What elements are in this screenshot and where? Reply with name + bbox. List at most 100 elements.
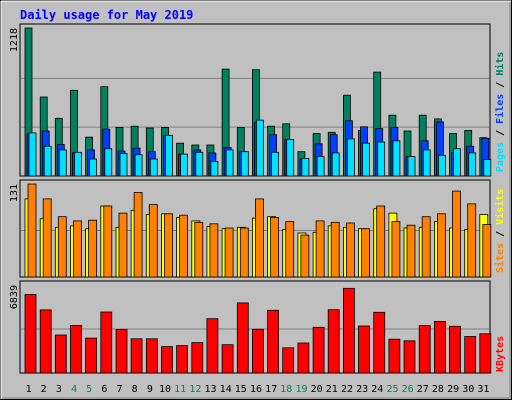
day-label-26: 26 [402,384,414,395]
sites-bar-day-6 [103,205,113,278]
pages-bar-day-21 [331,152,340,177]
kbytes-bar-day-21 [327,309,340,374]
sites-bar-day-7 [118,212,128,278]
sites-bar-day-18 [285,221,295,278]
sites-bar-day-2 [42,198,52,278]
day-label-30: 30 [462,384,474,395]
kbytes-bar-day-4 [70,324,82,374]
kbytes-bar-day-7 [115,329,128,374]
day-label-16: 16 [250,384,262,395]
day-label-13: 13 [204,384,216,395]
sites-bar-day-24 [376,205,386,278]
visits-legend: Sites / Visits [494,189,506,273]
pages-bar-day-14 [225,149,234,177]
day-label-29: 29 [447,384,459,395]
chart-title: Daily usage for May 2019 [20,8,193,22]
pages-bar-day-22 [346,138,355,177]
day-label-23: 23 [356,384,368,395]
day-label-18: 18 [280,384,292,395]
day-label-8: 8 [132,384,138,395]
kbytes-bar-day-2 [39,309,52,374]
pages-bar-day-17 [271,151,280,177]
day-label-31: 31 [477,384,489,395]
kbytes-bar-day-1 [24,294,37,374]
kbytes-bar-day-11 [176,345,189,374]
day-label-7: 7 [116,384,122,395]
kbytes-panel: 6839 KBytes [9,280,506,374]
sites-bar-day-8 [133,192,143,278]
day-label-15: 15 [235,384,247,395]
day-label-14: 14 [220,384,232,395]
day-label-6: 6 [101,384,107,395]
day-label-25: 25 [386,384,398,395]
legend-hits: Hits [494,52,506,76]
svg-text:Pages / Files / Hits: Pages / Files / Hits [494,52,506,172]
pages-bar-day-25 [392,140,401,177]
sites-bar-day-30 [467,203,477,278]
legend-sites: Sites [494,243,506,273]
pages-bar-day-29 [453,148,461,177]
day-label-2: 2 [41,384,47,395]
sites-bar-day-22 [345,222,355,278]
hits-max-label: 1218 [9,28,20,52]
legend-kbytes: KBytes [495,336,506,372]
day-label-3: 3 [56,384,62,395]
sites-bar-day-3 [57,216,67,278]
sites-bar-day-17 [270,216,280,278]
kbytes-bar-day-6 [100,311,113,374]
sites-bar-day-31 [482,224,492,278]
sites-bar-day-23 [361,228,370,278]
sites-bar-day-25 [391,221,401,278]
day-label-17: 17 [265,384,277,395]
kbytes-bar-day-30 [464,336,477,374]
sites-bar-day-20 [315,220,325,278]
kbytes-bar-day-15 [236,302,249,374]
pages-bar-day-30 [468,152,477,177]
pages-bar-day-2 [43,145,52,177]
kbytes-bar-day-26 [403,340,416,374]
day-label-21: 21 [326,384,338,395]
kbytes-bar-day-20 [312,326,325,374]
pages-bar-day-27 [422,149,431,177]
pages-bar-day-26 [407,156,416,177]
day-label-11: 11 [174,384,186,395]
sites-bar-day-28 [436,213,446,278]
pages-bar-day-20 [316,156,325,177]
pages-bar-day-28 [437,154,446,177]
kbytes-bar-day-18 [282,347,295,374]
pages-bar-day-9 [149,158,158,177]
day-label-28: 28 [432,384,444,395]
pages-bar-day-6 [104,148,113,177]
day-label-1: 1 [26,384,32,395]
pages-bar-day-3 [58,149,67,177]
pages-bar-day-11 [180,153,189,177]
kbytes-bar-day-27 [418,325,431,374]
day-label-22: 22 [341,384,353,395]
day-label-10: 10 [159,384,171,395]
day-label-12: 12 [189,384,201,395]
sites-bar-day-4 [73,220,82,278]
sites-bar-day-12 [194,221,204,278]
pages-bar-day-15 [240,151,249,177]
legend-files: Files [494,94,506,124]
day-label-19: 19 [295,384,307,395]
kbytes-bar-day-5 [85,337,97,374]
day-label-20: 20 [311,384,323,395]
kbytes-bar-day-9 [145,338,158,374]
kbytes-bar-day-28 [433,320,446,374]
kbytes-max-label: 6839 [9,285,20,309]
kbytes-legend: KBytes [495,336,506,372]
sites-bar-day-11 [179,214,189,278]
kbytes-bar-day-31 [479,333,492,374]
kbytes-bar-day-8 [130,338,143,374]
sites-bar-day-27 [421,216,431,278]
kbytes-bar-day-29 [449,325,461,374]
visits-max-label: 131 [9,184,20,202]
pages-bar-day-24 [377,141,386,177]
kbytes-bar-day-10 [161,346,173,374]
sites-bar-day-13 [209,223,219,278]
kbytes-bar-day-16 [251,328,264,374]
pages-bar-day-23 [362,142,370,177]
pages-bar-day-18 [286,139,295,177]
